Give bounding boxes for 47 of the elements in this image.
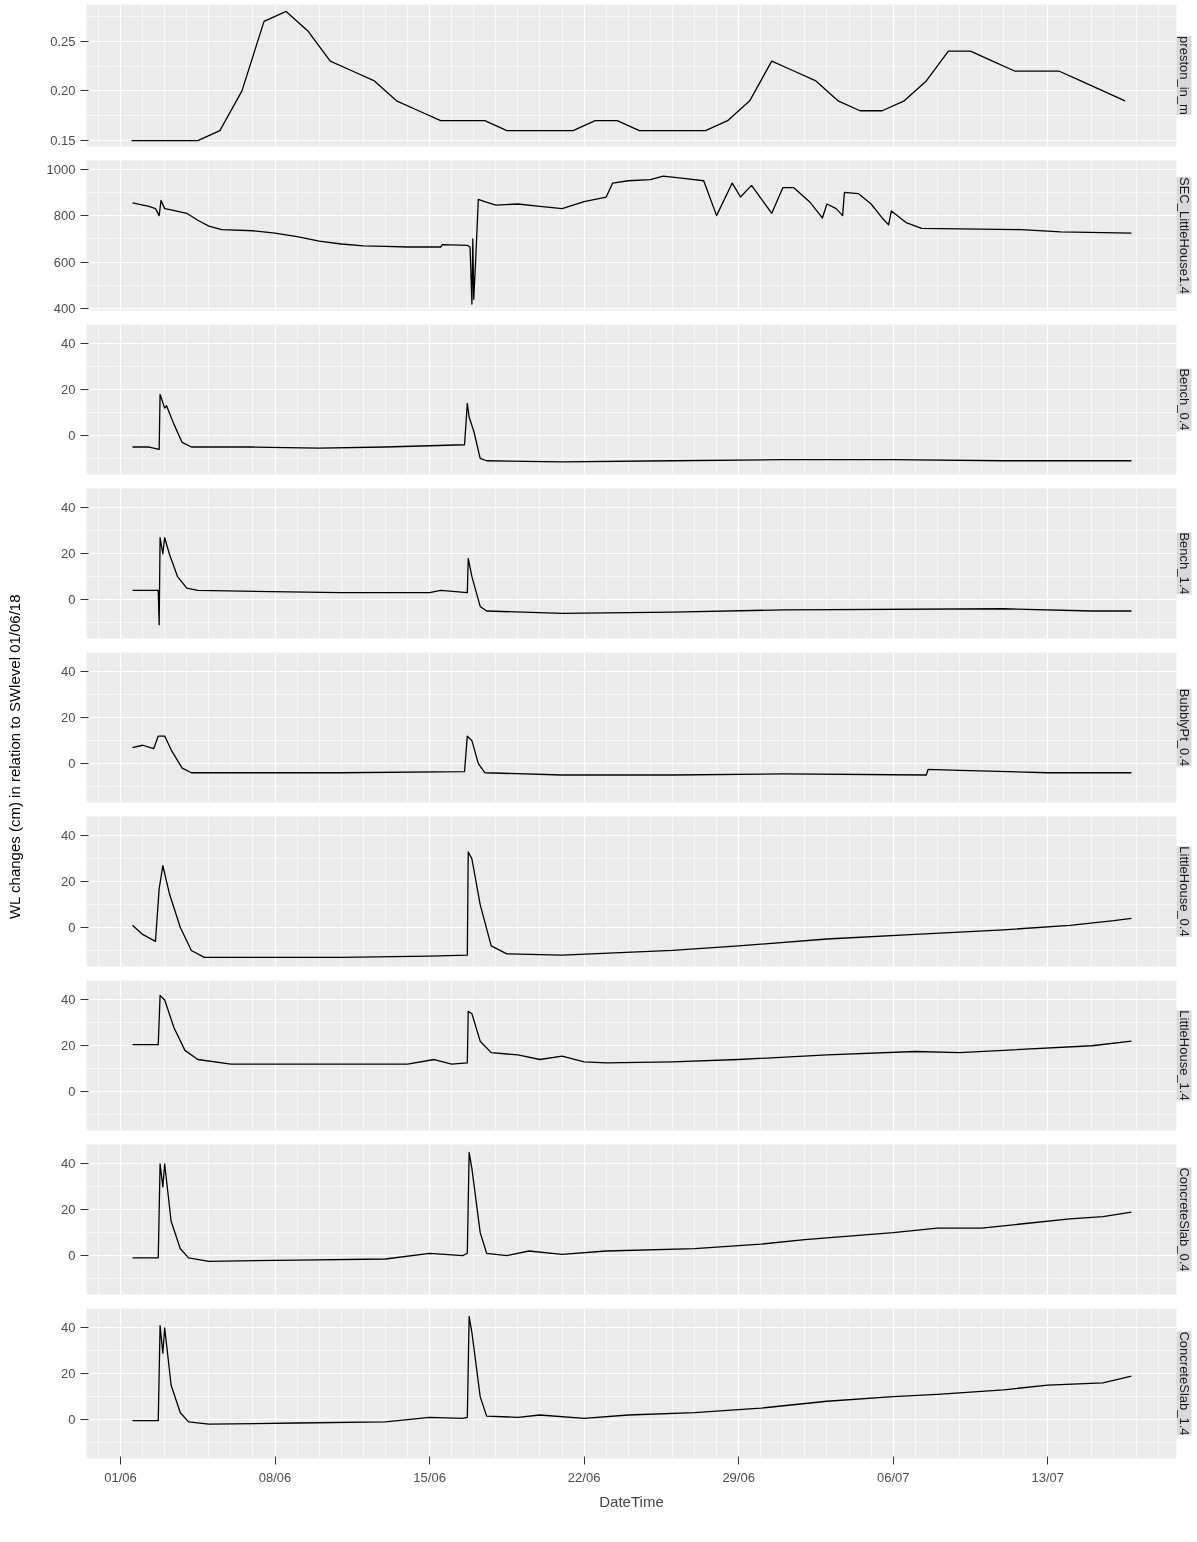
y-tick-label: 40: [61, 992, 76, 1008]
y-tick-label: 0: [68, 1248, 76, 1264]
text: preston_in_m: [1176, 36, 1192, 115]
y-tick-label: 20: [61, 1366, 76, 1382]
text: Bench_1.4: [1176, 532, 1192, 595]
y-tick-label: 40: [61, 828, 76, 844]
text: LittleHouse_0.4: [1176, 846, 1192, 937]
y-tick-label: 20: [61, 546, 76, 562]
y-tick-label: 20: [61, 1038, 76, 1054]
y-tick-label: 400: [53, 301, 76, 317]
x-tick-label: 08/06: [258, 1469, 292, 1485]
x-tick-label: 22/06: [567, 1469, 601, 1485]
y-tick-label: 800: [53, 208, 76, 224]
y-tick-label: 600: [53, 254, 76, 270]
y-tick-label: 40: [61, 500, 76, 516]
y-tick-label: 20: [61, 874, 76, 890]
x-axis-title: DateTime: [599, 1492, 664, 1510]
y-axis-title: WL changes (cm) in relation to SWlevel 01/06/18: [6, 594, 23, 920]
text: SEC_LittleHouse1.4: [1176, 176, 1192, 295]
y-tick-label: 0: [68, 920, 76, 936]
y-tick-label: 0: [68, 1084, 76, 1100]
y-tick-label: 40: [61, 664, 76, 680]
x-tick-label: 06/07: [876, 1469, 910, 1485]
y-tick-label: 20: [61, 710, 76, 726]
y-tick-label: 1000: [46, 161, 76, 177]
text: BubblyPt_0.4: [1176, 688, 1192, 767]
x-tick-label: 15/06: [413, 1469, 446, 1485]
y-tick-label: 40: [61, 336, 76, 352]
x-tick-label: 13/07: [1031, 1469, 1064, 1485]
y-tick-label: 0: [68, 756, 76, 772]
y-tick-label: 40: [61, 1320, 76, 1336]
x-tick-label: 29/06: [722, 1469, 755, 1485]
y-tick-label: 20: [61, 1202, 76, 1218]
y-tick-label: 20: [61, 382, 76, 398]
y-tick-label: 0.20: [50, 83, 76, 99]
y-tick-label: 0: [68, 428, 76, 444]
text: LittleHouse_1.4: [1176, 1010, 1192, 1101]
y-tick-label: 40: [61, 1156, 76, 1172]
line-series: [130, 10, 1126, 142]
text: ConcreteSlab_1.4: [1176, 1331, 1192, 1436]
text: ConcreteSlab_0.4: [1176, 1167, 1192, 1272]
y-tick-label: 0: [68, 1412, 76, 1428]
y-tick-label: 0.15: [50, 133, 76, 149]
text: Bench_0.4: [1176, 368, 1192, 431]
y-tick-label: 0: [68, 592, 76, 608]
x-tick-label: 01/06: [104, 1469, 137, 1485]
y-tick-label: 0.25: [50, 33, 76, 49]
